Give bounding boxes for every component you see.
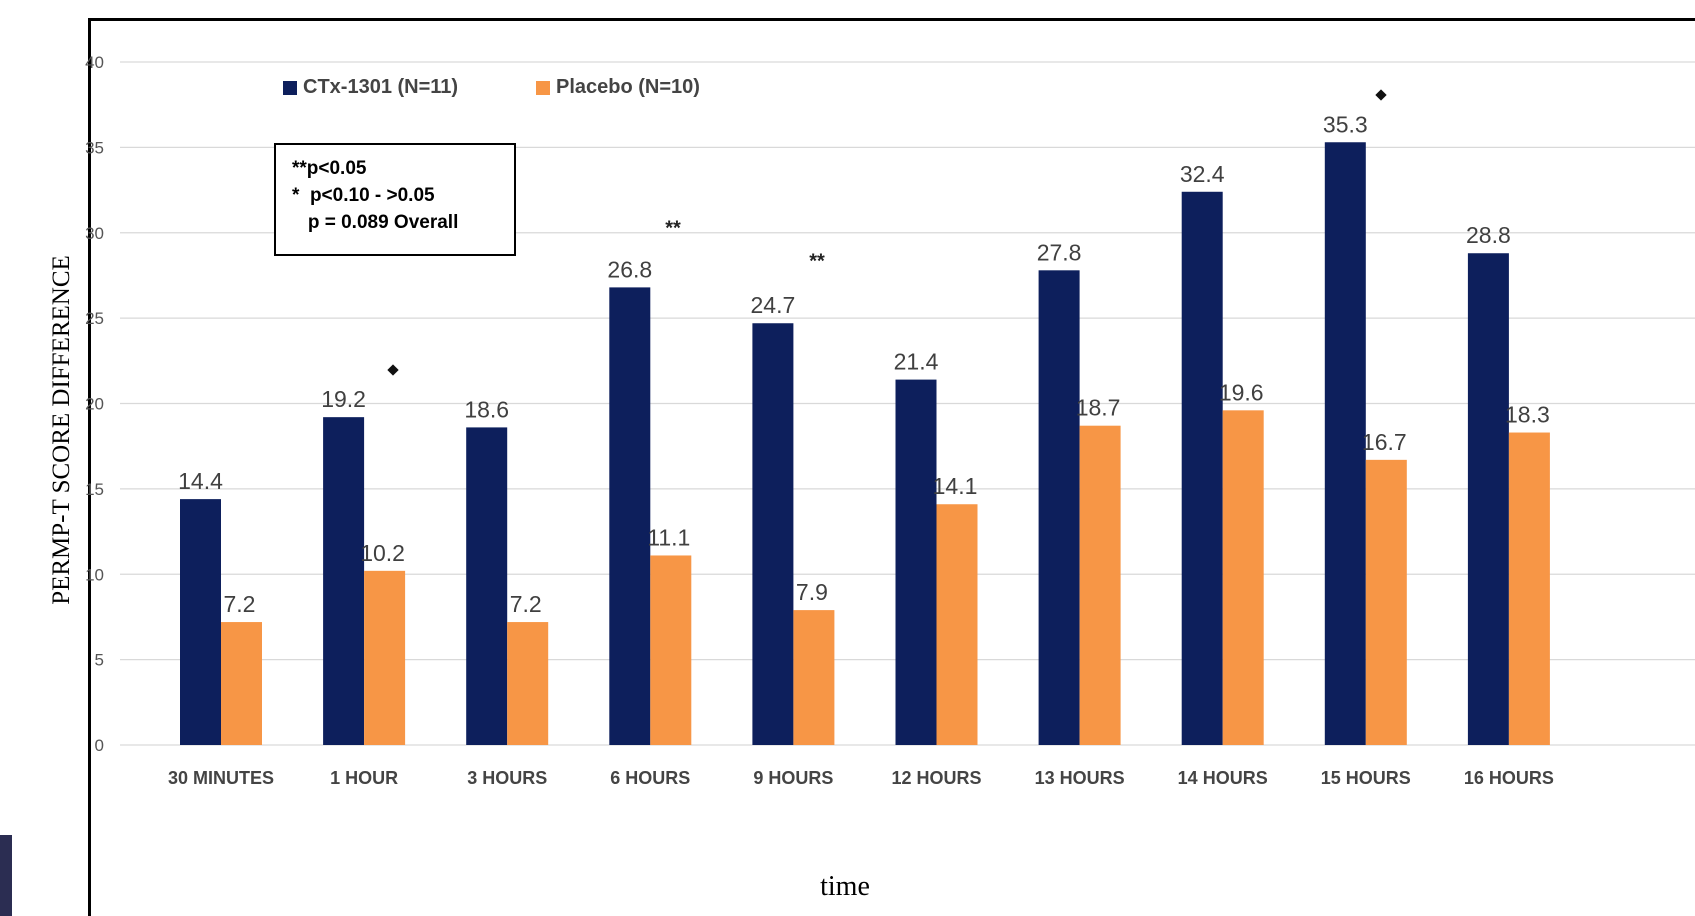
bar-placebo xyxy=(221,622,262,745)
category-label: 1 HOUR xyxy=(330,768,398,788)
data-label-placebo: 7.2 xyxy=(224,591,256,617)
bar-placebo xyxy=(507,622,549,745)
annotation-line-1: **p<0.05 xyxy=(292,158,367,179)
bar-ctx-1301 xyxy=(180,499,221,745)
legend-label-series-2: Placebo (N=10) xyxy=(556,76,700,98)
y-tick-label: 20 xyxy=(85,395,104,414)
y-tick-label: 10 xyxy=(85,565,104,584)
bar-ctx-1301 xyxy=(609,287,651,745)
category-label: 16 HOURS xyxy=(1464,768,1554,788)
significance-marker-6-hours: ** xyxy=(665,217,681,240)
category-label: 30 MINUTES xyxy=(168,768,274,788)
bar-placebo xyxy=(650,555,692,745)
category-label: 14 HOURS xyxy=(1178,768,1268,788)
data-label-ctx-1301: 19.2 xyxy=(321,386,366,412)
data-label-placebo: 18.3 xyxy=(1505,402,1550,428)
decorative-side-bar xyxy=(0,835,12,916)
data-label-placebo: 14.1 xyxy=(933,473,978,499)
legend-swatch-series-1 xyxy=(283,80,297,95)
data-label-placebo: 11.1 xyxy=(647,524,690,550)
y-tick-label: 30 xyxy=(85,224,104,243)
bar-placebo xyxy=(1079,425,1121,745)
data-label-placebo: 16.7 xyxy=(1362,429,1407,455)
legend-item-series-1: CTx-1301 (N=11) xyxy=(283,76,458,99)
y-tick-label: 35 xyxy=(85,138,104,157)
y-axis-ticks: 0 5 10 15 20 25 30 35 40 xyxy=(85,53,104,755)
bar-placebo xyxy=(1365,459,1407,745)
significance-annotation-box: **p<0.05 * p<0.10 - >0.05 p = 0.089 Over… xyxy=(274,143,516,256)
bar-ctx-1301 xyxy=(1324,142,1366,745)
bar-placebo xyxy=(1222,410,1264,745)
category-label: 12 HOURS xyxy=(891,768,981,788)
data-label-placebo: 10.2 xyxy=(360,540,405,566)
data-label-placebo: 19.6 xyxy=(1219,379,1264,405)
data-label-ctx-1301: 35.3 xyxy=(1323,111,1368,137)
x-axis-label: time xyxy=(820,871,870,902)
category-label: 15 HOURS xyxy=(1321,768,1411,788)
bar-ctx-1301 xyxy=(466,427,508,745)
y-tick-label: 40 xyxy=(85,53,104,72)
data-label-placebo: 7.9 xyxy=(796,579,828,605)
x-axis-categories: 30 MINUTES 1 HOUR 3 HOURS 6 HOURS 9 HOURS 12 … xyxy=(168,768,1554,788)
data-label-ctx-1301: 24.7 xyxy=(751,292,796,318)
bar-placebo xyxy=(364,570,406,745)
legend-item-series-2: Placebo (N=10) xyxy=(536,76,700,99)
bar-placebo xyxy=(1508,432,1550,745)
data-label-placebo: 7.2 xyxy=(510,591,542,617)
category-label: 13 HOURS xyxy=(1035,768,1125,788)
y-tick-label: 15 xyxy=(85,480,104,499)
annotation-line-2: * p<0.10 - >0.05 xyxy=(292,185,435,206)
bar-placebo xyxy=(936,504,978,745)
bar-ctx-1301 xyxy=(323,417,365,745)
data-label-ctx-1301: 26.8 xyxy=(607,256,652,282)
y-axis-label: PERMP-T SCORE DIFFERENCE xyxy=(48,255,75,605)
data-label-ctx-1301: 32.4 xyxy=(1180,161,1225,187)
legend-swatch-series-2 xyxy=(536,80,550,95)
bar-placebo xyxy=(793,610,835,745)
data-label-ctx-1301: 28.8 xyxy=(1466,222,1511,248)
data-label-ctx-1301: 18.6 xyxy=(464,396,509,422)
annotation-line-3: p = 0.089 Overall xyxy=(292,212,459,233)
legend-label-series-1: CTx-1301 (N=11) xyxy=(303,76,459,98)
data-label-ctx-1301: 21.4 xyxy=(894,349,939,375)
data-label-placebo: 18.7 xyxy=(1076,395,1121,421)
chart-frame xyxy=(88,18,1695,916)
y-tick-label: 5 xyxy=(95,651,104,670)
data-label-ctx-1301: 27.8 xyxy=(1037,239,1082,265)
data-label-ctx-1301: 14.4 xyxy=(178,468,223,494)
bar-ctx-1301 xyxy=(1038,270,1080,745)
bar-ctx-1301 xyxy=(752,323,794,745)
data-labels: 14.4 7.2 19.2 10.2 18.6 7.2 26.8 11.1 24.7 7.9 21.… xyxy=(178,111,1550,617)
y-tick-label: 25 xyxy=(85,309,104,328)
category-label: 6 HOURS xyxy=(610,768,690,788)
y-tick-label: 0 xyxy=(95,736,104,755)
bar-ctx-1301 xyxy=(1181,191,1223,745)
significance-marker-9-hours: ** xyxy=(809,250,825,273)
bars xyxy=(180,142,1550,746)
bar-ctx-1301 xyxy=(895,379,937,745)
category-label: 3 HOURS xyxy=(467,768,547,788)
bar-ctx-1301 xyxy=(1467,253,1509,746)
category-label: 9 HOURS xyxy=(753,768,833,788)
